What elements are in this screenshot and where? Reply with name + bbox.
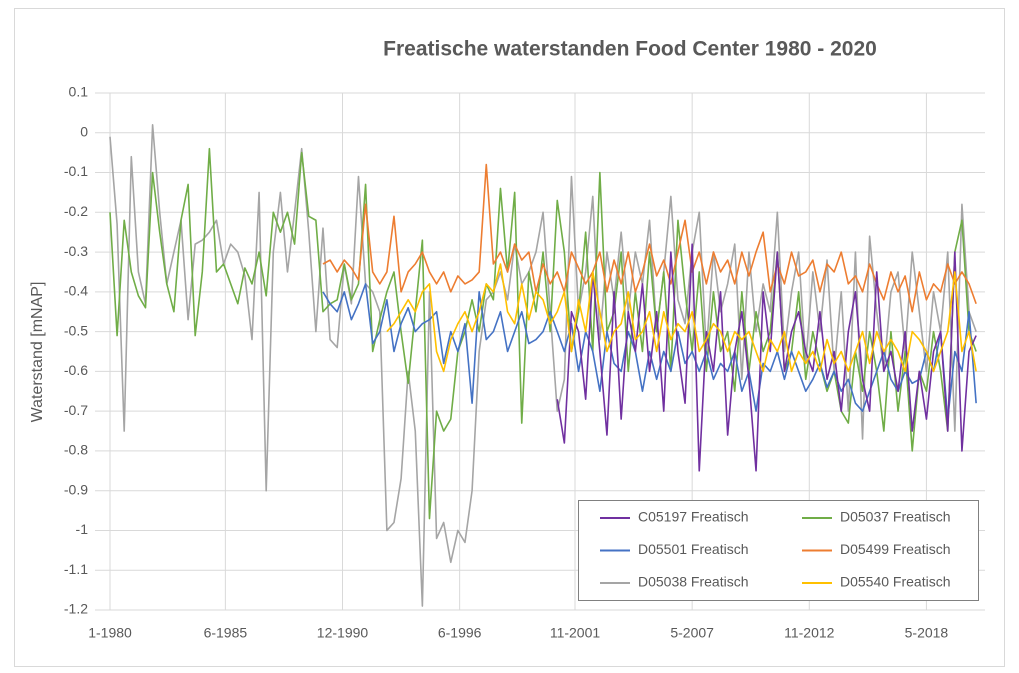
y-tick-label: -0.7 [64, 402, 88, 418]
chart-title: Freatische waterstanden Food Center 1980… [383, 38, 877, 61]
y-tick-label: -1 [76, 521, 89, 537]
y-tick-label: -0.4 [64, 283, 88, 299]
legend-box [578, 500, 979, 601]
y-tick-label: 0 [80, 123, 88, 139]
legend-label: C05197 Freatisch [638, 509, 749, 525]
legend-label: D05540 Freatisch [840, 574, 951, 590]
x-tick-label: 6-1996 [438, 625, 482, 641]
y-tick-label: -0.6 [64, 362, 88, 378]
y-axis-label: Waterstand [mNAP] [29, 282, 46, 423]
y-tick-label: -0.9 [64, 481, 88, 497]
y-tick-label: 0.1 [69, 84, 89, 100]
y-tick-label: -0.1 [64, 163, 88, 179]
legend-label: D05501 Freatisch [638, 541, 749, 557]
y-tick-label: -1.2 [64, 601, 88, 617]
x-tick-label: 6-1985 [204, 625, 248, 641]
data-line [109, 124, 977, 607]
x-tick-label: 11-2001 [550, 625, 601, 641]
data-line [556, 243, 977, 472]
y-tick-label: -0.3 [64, 243, 88, 259]
x-tick-label: 1-1980 [88, 625, 132, 641]
legend-label: D05038 Freatisch [638, 574, 749, 590]
y-tick-label: -0.2 [64, 203, 88, 219]
y-tick-label: -1.1 [64, 561, 88, 577]
y-tick-label: -0.8 [64, 442, 88, 458]
data-line [386, 263, 977, 373]
legend-label: D05499 Freatisch [840, 541, 951, 557]
y-tick-label: -0.5 [64, 322, 88, 338]
legend-label: D05037 Freatisch [840, 509, 951, 525]
x-tick-label: 11-2012 [784, 625, 835, 641]
x-tick-label: 5-2007 [670, 625, 714, 641]
x-tick-label: 5-2018 [905, 625, 949, 641]
x-tick-label: 12-1990 [317, 625, 369, 641]
data-line [322, 163, 977, 313]
